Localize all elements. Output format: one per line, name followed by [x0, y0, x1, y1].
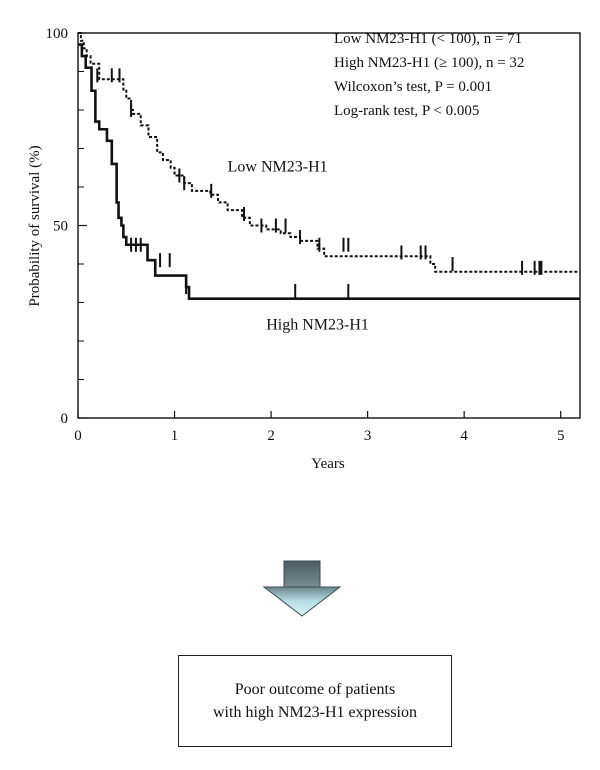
x-tick-label: 5 — [557, 428, 565, 444]
legend-line: Wilcoxon’s test, P = 0.001 — [334, 79, 492, 95]
series-line-high-nm23-h1 — [78, 43, 580, 300]
y-tick-label: 100 — [46, 26, 69, 42]
chart-series — [78, 32, 580, 300]
x-tick-label: 4 — [460, 428, 468, 444]
x-tick-label: 3 — [364, 428, 372, 444]
chart-legend: Low NM23-H1 (< 100), n = 71 High NM23-H1 … — [334, 31, 524, 119]
x-tick-label: 2 — [267, 428, 275, 444]
x-axis-title: Years — [311, 456, 345, 472]
legend-line: Log-rank test, P < 0.005 — [334, 103, 479, 119]
outcome-line-1: Poor outcome of patients — [234, 681, 396, 698]
y-tick-label: 0 — [61, 411, 69, 427]
curve-label: High NM23-H1 — [266, 316, 369, 333]
chart-axes — [77, 32, 581, 419]
x-tick-label: 0 — [74, 428, 82, 444]
curve-label: Low NM23-H1 — [228, 159, 328, 176]
x-tick-label: 1 — [171, 428, 179, 444]
y-axis-title: Probability of survival (%) — [27, 145, 43, 306]
outcome-line-2: with high NM23-H1 expression — [213, 704, 417, 721]
plot-frame — [77, 32, 581, 419]
legend-line: High NM23-H1 (≥ 100), n = 32 — [334, 55, 524, 71]
legend-line: Low NM23-H1 (< 100), n = 71 — [334, 31, 522, 47]
series-line-low-nm23-h1 — [78, 32, 580, 273]
outcome-box: Poor outcome of patients with high NM23-… — [178, 655, 452, 747]
y-tick-label: 50 — [53, 219, 68, 235]
chart-annotations: Low NM23-H1 High NM23-H1 — [228, 159, 369, 334]
down-arrow-icon — [262, 560, 342, 617]
